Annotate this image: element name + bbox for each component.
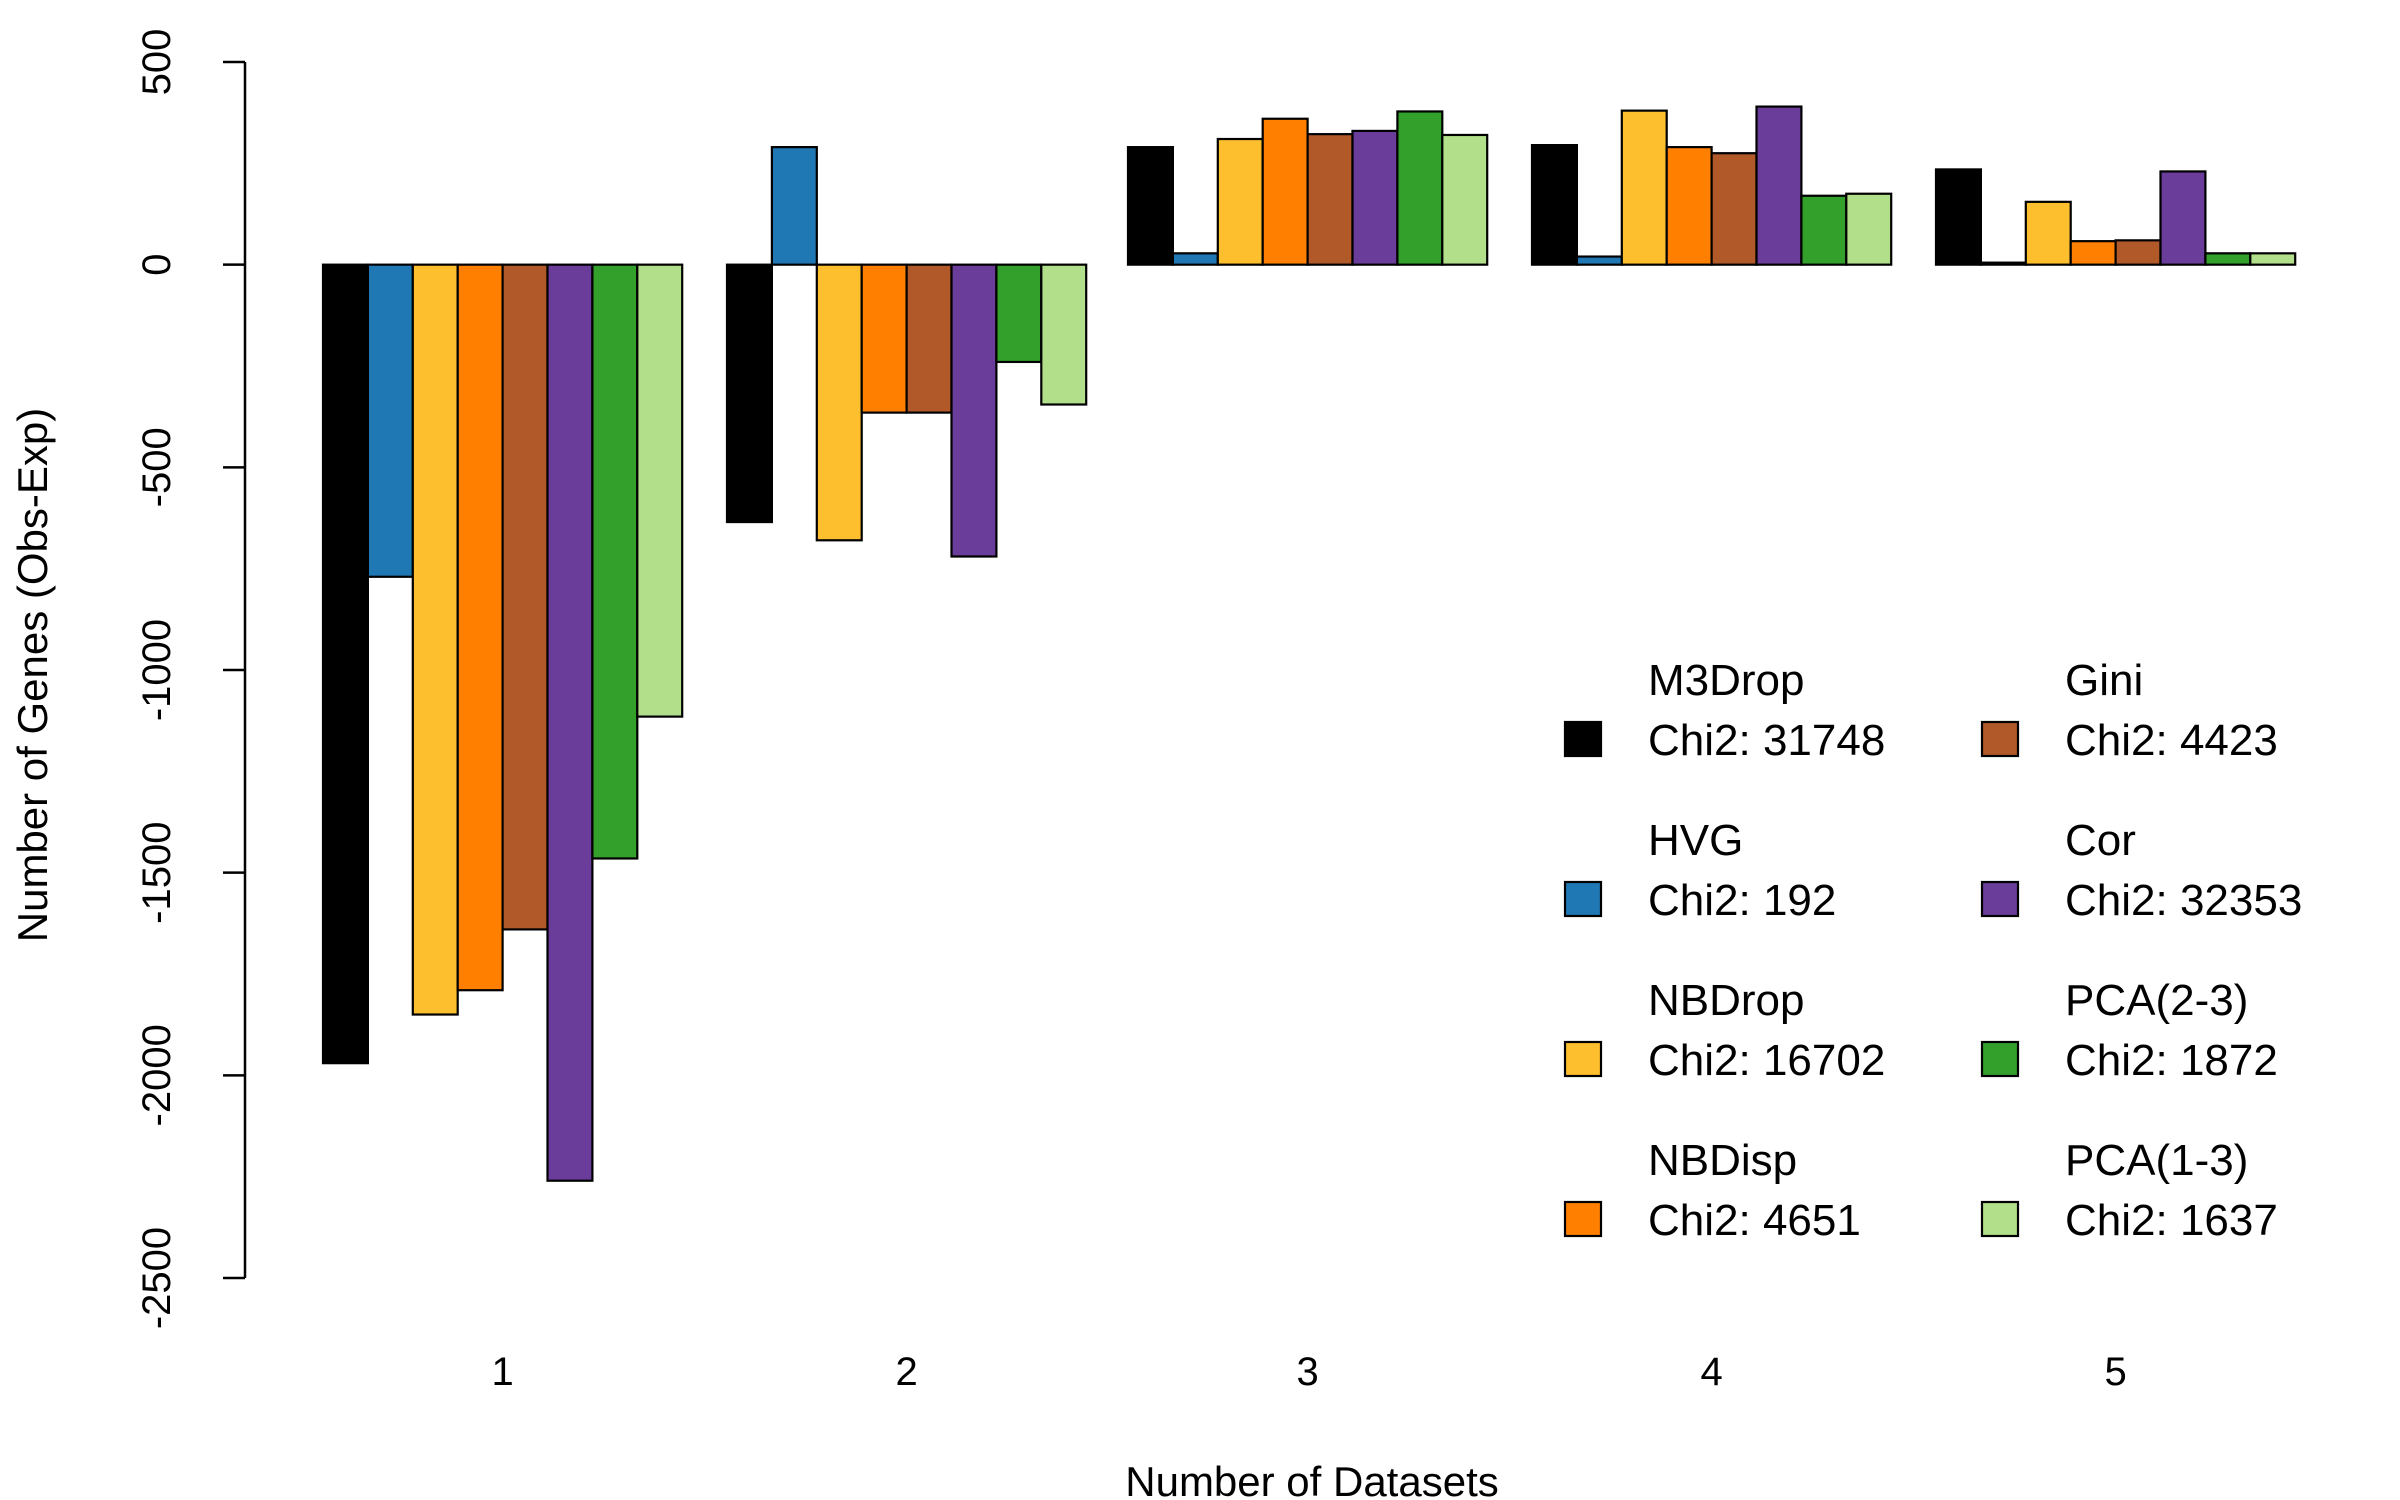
bar-group-5 xyxy=(1934,168,2297,266)
bar-cor-4 xyxy=(1755,105,1803,266)
bar-nbdisp-1 xyxy=(456,263,504,992)
legend-series-name: NBDisp xyxy=(1648,1136,1797,1185)
legend-series-name: NBDrop xyxy=(1648,976,1805,1025)
legend-chi2-label: Chi2: 1872 xyxy=(2065,1036,2278,1085)
x-tick-label: 5 xyxy=(2104,1350,2126,1394)
legend: M3Drop Chi2: 31748 HVG Chi2: 192 NBDrop Chi2:… xyxy=(1563,656,2302,1245)
bar-pca-1-3--4 xyxy=(1845,192,1893,266)
legend-chi2-label: Chi2: 4423 xyxy=(2065,716,2278,765)
bar-nbdisp-2 xyxy=(860,263,908,414)
bar-gini-5 xyxy=(2114,239,2162,266)
legend-chi2-label: Chi2: 16702 xyxy=(1648,1036,1885,1085)
bar-m3drop-4 xyxy=(1530,143,1579,266)
y-tick-label: 0 xyxy=(135,254,179,276)
bar-group-2 xyxy=(725,146,1088,558)
legend-swatch xyxy=(1980,720,2020,758)
legend-swatch xyxy=(1563,880,1603,918)
y-tick-label: -2000 xyxy=(135,1024,179,1126)
bar-cor-3 xyxy=(1351,129,1399,266)
bar-pca-1-3--3 xyxy=(1441,133,1489,266)
bar-nbdrop-1 xyxy=(411,263,459,1016)
y-axis: 500 0 -500 -1000 -1500 -2000 -2500 xyxy=(135,29,247,1329)
bar-hvg-1 xyxy=(366,263,414,578)
legend-chi2-label: Chi2: 4651 xyxy=(1648,1196,1861,1245)
bar-m3drop-5 xyxy=(1934,168,1983,266)
y-tick-label: -2500 xyxy=(135,1227,179,1329)
x-tick-label: 3 xyxy=(1296,1350,1318,1394)
bar-gini-2 xyxy=(905,263,953,414)
x-tick-label: 1 xyxy=(491,1350,513,1394)
bar-pca-2-3--3 xyxy=(1396,110,1444,266)
legend-series-name: Cor xyxy=(2065,816,2136,865)
bar-group-3 xyxy=(1126,110,1489,266)
legend-item-cor: Cor Chi2: 32353 xyxy=(1980,816,2302,925)
bar-pca-1-3--1 xyxy=(636,263,684,718)
bar-pca-2-3--1 xyxy=(591,263,639,860)
legend-item-pca-1-3-: PCA(1-3) Chi2: 1637 xyxy=(1980,1136,2278,1245)
bar-nbdrop-2 xyxy=(815,263,863,542)
legend-swatch xyxy=(1563,1040,1603,1078)
legend-chi2-label: Chi2: 32353 xyxy=(2065,876,2302,925)
legend-item-nbdisp: NBDisp Chi2: 4651 xyxy=(1563,1136,1861,1245)
legend-item-pca-2-3-: PCA(2-3) Chi2: 1872 xyxy=(1980,976,2278,1085)
bar-gini-3 xyxy=(1306,133,1354,266)
legend-swatch xyxy=(1980,880,2020,918)
legend-chi2-label: Chi2: 31748 xyxy=(1648,716,1885,765)
bar-pca-1-3--5 xyxy=(2249,252,2297,266)
bar-nbdisp-4 xyxy=(1665,146,1713,266)
legend-item-gini: Gini Chi2: 4423 xyxy=(1980,656,2278,765)
bar-m3drop-1 xyxy=(321,263,370,1065)
x-tick-label: 4 xyxy=(1700,1350,1722,1394)
legend-item-nbdrop: NBDrop Chi2: 16702 xyxy=(1563,976,1885,1085)
y-tick-label: -500 xyxy=(135,427,179,507)
bar-pca-2-3--5 xyxy=(2204,252,2252,266)
bars xyxy=(321,105,2297,1182)
bar-nbdisp-3 xyxy=(1261,117,1309,266)
x-axis-title: Number of Datasets xyxy=(1125,1458,1499,1500)
bar-hvg-5 xyxy=(1979,261,2027,266)
bar-hvg-2 xyxy=(770,146,818,266)
y-tick-label: -1500 xyxy=(135,822,179,924)
bar-group-4 xyxy=(1530,105,1893,266)
legend-chi2-label: Chi2: 1637 xyxy=(2065,1196,2278,1245)
bar-group-1 xyxy=(321,263,684,1182)
legend-swatch xyxy=(1980,1200,2020,1238)
bar-cor-5 xyxy=(2159,170,2207,266)
bar-pca-1-3--2 xyxy=(1040,263,1088,406)
legend-swatch xyxy=(1563,720,1603,758)
legend-series-name: Gini xyxy=(2065,656,2143,705)
y-tick-label: 500 xyxy=(135,29,179,96)
legend-series-name: PCA(2-3) xyxy=(2065,976,2248,1025)
legend-item-hvg: HVG Chi2: 192 xyxy=(1563,816,1836,925)
bar-cor-1 xyxy=(546,263,594,1182)
y-tick-label: -1000 xyxy=(135,619,179,721)
x-axis: 1 2 3 4 5 xyxy=(491,1350,2126,1394)
bar-hvg-3 xyxy=(1171,252,1219,266)
bar-pca-2-3--4 xyxy=(1800,194,1848,266)
legend-series-name: M3Drop xyxy=(1648,656,1805,705)
bar-m3drop-3 xyxy=(1126,146,1175,266)
legend-series-name: PCA(1-3) xyxy=(2065,1136,2248,1185)
bar-m3drop-2 xyxy=(725,263,774,524)
bar-nbdrop-4 xyxy=(1620,109,1668,266)
legend-swatch xyxy=(1980,1040,2020,1078)
x-tick-label: 2 xyxy=(895,1350,917,1394)
bar-gini-1 xyxy=(501,263,549,931)
legend-swatch xyxy=(1563,1200,1603,1238)
bar-nbdrop-5 xyxy=(2024,200,2072,266)
y-axis-title: Number of Genes (Obs-Exp) xyxy=(9,408,56,943)
bar-cor-2 xyxy=(950,263,998,558)
bar-nbdrop-3 xyxy=(1216,137,1264,266)
bar-gini-4 xyxy=(1710,152,1758,266)
bar-hvg-4 xyxy=(1575,255,1623,266)
legend-item-m3drop: M3Drop Chi2: 31748 xyxy=(1563,656,1885,765)
bar-pca-2-3--2 xyxy=(995,263,1043,364)
bar-nbdisp-5 xyxy=(2069,240,2117,266)
legend-series-name: HVG xyxy=(1648,816,1743,865)
legend-chi2-label: Chi2: 192 xyxy=(1648,876,1836,925)
